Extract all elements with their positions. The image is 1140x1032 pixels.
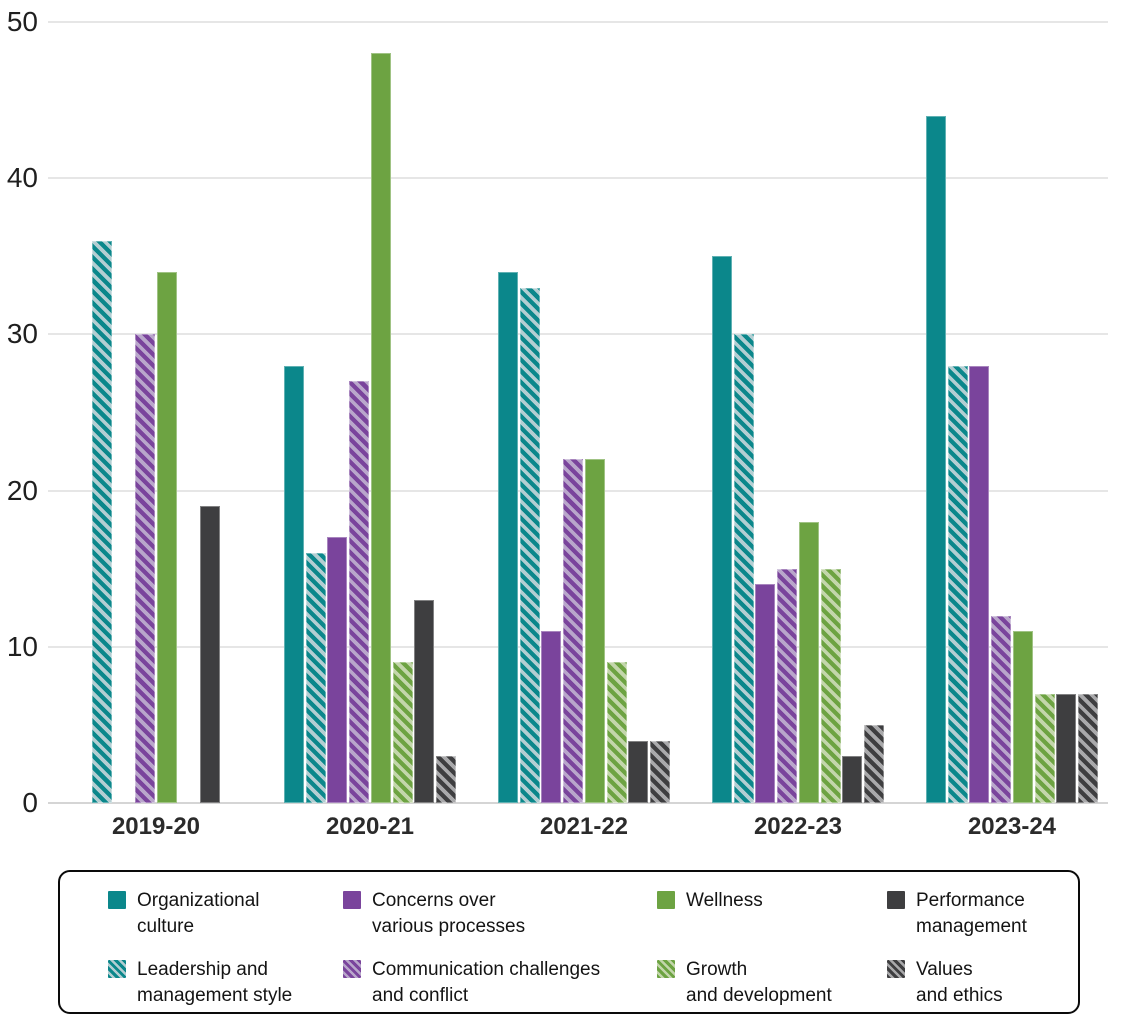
legend-swatch-gray-hatched (887, 960, 905, 978)
bar-values-and-ethics-2023-24 (1077, 693, 1098, 803)
legend-item-performance: Performance management (887, 888, 1078, 957)
bar-wellness-2022-23 (798, 521, 819, 803)
bar-organizational-culture-2023-24 (926, 115, 946, 803)
x-tick-label-2023-24: 2023-24 (967, 813, 1057, 840)
gridline-50 (48, 21, 1108, 23)
legend-item-communication-challenges: Communication challenges and conflict (343, 957, 657, 1026)
legend-swatch-green-hatched (657, 960, 675, 978)
y-tick-label-30: 30 (6, 318, 38, 350)
legend-item-growth: Growth and development (657, 957, 887, 1026)
bar-performance-management-2019-20 (200, 506, 221, 803)
y-axis: 0 10 20 30 40 50 (0, 7, 38, 818)
bar-group-2022-23 (712, 22, 884, 803)
legend-label: Growth and development (686, 959, 832, 1006)
legend-swatch-teal-solid (108, 891, 126, 909)
bar-group-2020-21 (284, 22, 456, 803)
bar-concerns-over-various-processes-2021-22 (541, 631, 562, 803)
legend-swatch-green-solid (657, 891, 675, 909)
bar-leadership-and-management-style-2019-20 (91, 240, 112, 803)
legend-swatch-purple-solid (343, 891, 361, 909)
bar-growth-and-development-2020-21 (392, 662, 413, 803)
bar-organizational-culture-2021-22 (498, 271, 518, 803)
legend-label: Concerns over various processes (372, 890, 526, 937)
bar-leadership-and-management-style-2020-21 (305, 553, 326, 803)
bar-performance-management-2020-21 (414, 599, 435, 803)
legend-label: Performance management (916, 890, 1027, 937)
legend-item-concerns-over: Concerns over various processes (343, 888, 657, 957)
gridline-0 (48, 802, 1108, 804)
bar-leadership-and-management-style-2021-22 (519, 287, 540, 803)
bar-values-and-ethics-2020-21 (435, 756, 456, 803)
legend-label: Values and ethics (916, 959, 1003, 1006)
legend-label: Wellness (686, 890, 763, 911)
bar-communication-challenges-and-conflict-2022-23 (777, 568, 798, 803)
bar-concerns-over-various-processes-2023-24 (969, 365, 990, 803)
bar-group-2021-22 (498, 22, 670, 803)
bar-wellness-2023-24 (1012, 631, 1033, 803)
bar-performance-management-2023-24 (1056, 693, 1077, 803)
bar-communication-challenges-and-conflict-2023-24 (991, 615, 1012, 803)
bar-concerns-over-various-processes-2022-23 (755, 584, 776, 803)
bar-group-2019-20 (70, 22, 242, 803)
legend-swatch-purple-hatched (343, 960, 361, 978)
y-tick-label-20: 20 (6, 474, 38, 506)
bar-performance-management-2022-23 (842, 756, 863, 803)
legend-item-organizational: Organizational culture (108, 888, 343, 957)
y-tick-label-10: 10 (6, 630, 38, 662)
gridline-40 (48, 177, 1108, 180)
bar-leadership-and-management-style-2022-23 (733, 334, 754, 803)
bar-growth-and-development-2021-22 (606, 662, 627, 803)
y-tick-label-40: 40 (6, 162, 38, 194)
x-tick-label-2021-22: 2021-22 (539, 813, 629, 840)
bar-growth-and-development-2023-24 (1034, 693, 1055, 803)
bar-wellness-2021-22 (584, 459, 605, 803)
legend-label: Leadership and management style (137, 959, 293, 1006)
legend-swatch-teal-hatched (108, 960, 126, 978)
legend: Organizational culture Concerns over variou… (58, 870, 1080, 1014)
legend-item-wellness: Wellness (657, 888, 887, 957)
x-tick-label-2022-23: 2022-23 (753, 813, 843, 840)
bar-concerns-over-various-processes-2020-21 (327, 537, 348, 803)
bar-organizational-culture-2020-21 (284, 365, 304, 803)
bar-values-and-ethics-2022-23 (863, 724, 884, 803)
plot-area (48, 21, 1108, 804)
y-tick-label-50: 50 (6, 6, 38, 37)
legend-swatch-gray-solid (887, 891, 905, 909)
bar-values-and-ethics-2021-22 (649, 740, 670, 803)
legend-label: Organizational culture (137, 890, 260, 937)
gridline-30 (48, 333, 1108, 336)
legend-item-leadership-and: Leadership and management style (108, 957, 343, 1026)
x-tick-label-2019-20: 2019-20 (111, 813, 201, 840)
bar-performance-management-2021-22 (628, 740, 649, 803)
legend-item-values: Values and ethics (887, 957, 1078, 1026)
bar-wellness-2020-21 (370, 53, 391, 803)
x-tick-label-2020-21: 2020-21 (325, 813, 415, 840)
bar-communication-challenges-and-conflict-2020-21 (349, 381, 370, 803)
bar-growth-and-development-2022-23 (820, 568, 841, 803)
bar-wellness-2019-20 (156, 271, 177, 803)
bar-group-2023-24 (926, 22, 1098, 803)
bar-organizational-culture-2022-23 (712, 256, 732, 803)
legend-label: Communication challenges and conflict (372, 959, 601, 1006)
bar-communication-challenges-and-conflict-2019-20 (135, 334, 156, 803)
y-tick-label-0: 0 (22, 787, 38, 818)
bar-communication-challenges-and-conflict-2021-22 (563, 459, 584, 803)
bar-leadership-and-management-style-2023-24 (947, 365, 968, 803)
